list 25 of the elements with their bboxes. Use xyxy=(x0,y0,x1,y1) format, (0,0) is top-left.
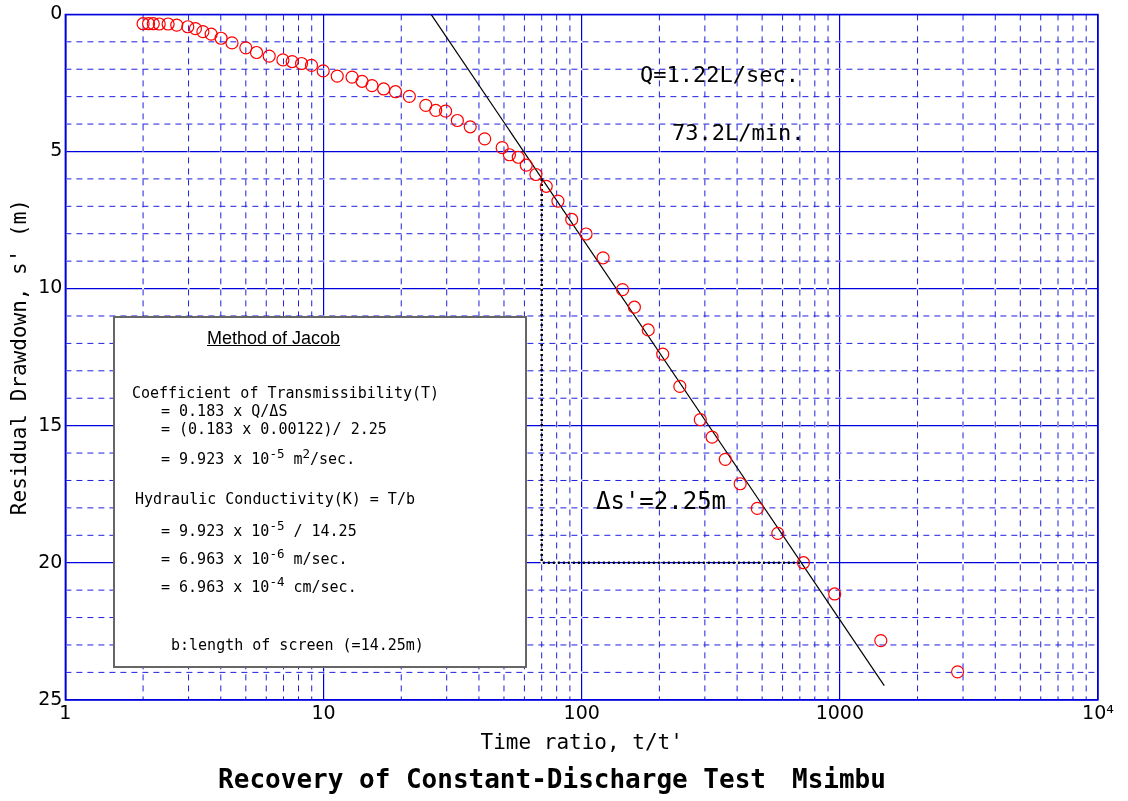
annotation: = 0.183 x Q/ΔS xyxy=(161,402,288,420)
annotation: = (0.183 x 0.00122)/ 2.25 xyxy=(161,420,387,438)
y-tick-label: 15 xyxy=(38,412,63,435)
annotation: = 6.963 x 10$^{-6}$ m/sec. xyxy=(161,546,348,568)
y-tick-label: 0 xyxy=(50,1,63,24)
annotation: Method of Jacob xyxy=(207,328,341,349)
annotation: Δs'=2.25m xyxy=(596,487,727,515)
annotation: = 9.923 x 10$^{-5}$ / 14.25 xyxy=(161,518,357,540)
annotation: Hydraulic Conductivity(K) = T/b xyxy=(135,490,415,508)
x-tick-label: 100 xyxy=(563,701,600,724)
x-tick-label: 10⁴ xyxy=(1082,701,1115,724)
annotation: b:length of screen (=14.25m) xyxy=(171,636,424,654)
text: Recovery of Constant-Discharge Test Msimbu xyxy=(218,764,886,795)
x-tick-label: 10 xyxy=(311,701,336,724)
annotation: Q=1.22L/sec. xyxy=(640,62,799,87)
y-tick-label: 5 xyxy=(50,138,63,161)
annotation: 73.2L/min. xyxy=(672,120,805,145)
annotation: Coefficient of Transmissibility(T) xyxy=(132,384,440,402)
x-tick-label: 1000 xyxy=(815,701,865,724)
annotation: = 9.923 x 10$^{-5}$ m$^{2}$/sec. xyxy=(161,446,356,468)
y-tick-label: 20 xyxy=(38,549,63,572)
x-axis-title: Time ratio, t/t' xyxy=(480,729,683,754)
annotation: = 6.963 x 10$^{-4}$ cm/sec. xyxy=(161,574,357,596)
y-axis-title: Residual Drawdown, s' (m) xyxy=(7,199,32,516)
y-tick-label: 10 xyxy=(38,275,63,298)
